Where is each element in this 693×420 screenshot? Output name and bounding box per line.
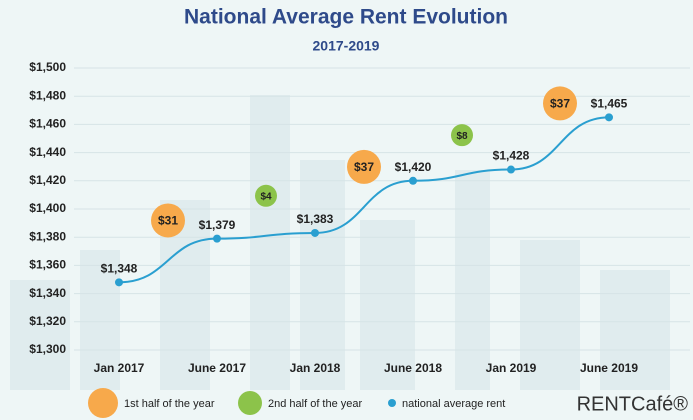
x-tick-label: June 2017: [188, 361, 246, 375]
change-label: $4: [260, 191, 272, 202]
chart-title: National Average Rent Evolution: [184, 6, 508, 29]
change-label: $37: [550, 97, 570, 111]
legend-swatch: [388, 399, 396, 407]
change-bubble: [255, 184, 277, 207]
change-bubble: [347, 149, 381, 184]
point: [213, 234, 221, 243]
y-tick-label: $1,480: [29, 88, 66, 102]
line: [118, 116, 610, 284]
value-label: $1,428: [493, 149, 530, 163]
legend-label: 1st half of the year: [124, 398, 215, 410]
y-tick-label: $1,300: [29, 342, 66, 356]
legend-label: national average rent: [402, 398, 505, 410]
x-tick-label: June 2019: [580, 361, 638, 375]
legend-swatch: [238, 391, 262, 415]
x-tick-label: June 2018: [384, 361, 442, 375]
change-bubble: [451, 124, 473, 147]
legend-swatch: [88, 388, 118, 418]
change-label: $8: [456, 131, 468, 142]
y-tick-label: $1,340: [29, 286, 66, 300]
chart-subtitle: 2017-2019: [313, 38, 380, 54]
point: [507, 165, 515, 174]
y-tick-label: $1,420: [29, 173, 66, 187]
value-label: $1,465: [591, 97, 628, 111]
brand: RENTCafé®: [577, 393, 689, 415]
change-label: $31: [158, 214, 178, 228]
point: [311, 228, 319, 237]
y-tick-label: $1,400: [29, 201, 66, 215]
value-label: $1,348: [101, 261, 138, 275]
point: [605, 113, 613, 122]
x-tick-label: Jan 2019: [486, 361, 537, 375]
change-label: $37: [354, 160, 374, 174]
y-tick-label: $1,460: [29, 117, 66, 131]
value-label: $1,383: [297, 212, 334, 226]
legend-label: 2nd half of the year: [268, 398, 363, 410]
change-bubble: [543, 86, 577, 121]
value-label: $1,420: [395, 160, 432, 174]
y-tick-label: $1,440: [29, 145, 66, 159]
y-tick-label: $1,500: [29, 60, 66, 74]
y-tick-label: $1,320: [29, 314, 66, 328]
skyline: [10, 95, 670, 390]
x-tick-label: Jan 2017: [94, 361, 145, 375]
change-bubble: [151, 203, 185, 238]
y-tick-label: $1,360: [29, 258, 66, 272]
point: [115, 278, 123, 287]
x-tick-label: Jan 2018: [290, 361, 341, 375]
y-tick-label: $1,380: [29, 229, 66, 243]
value-label: $1,379: [199, 218, 236, 232]
point: [409, 176, 417, 185]
